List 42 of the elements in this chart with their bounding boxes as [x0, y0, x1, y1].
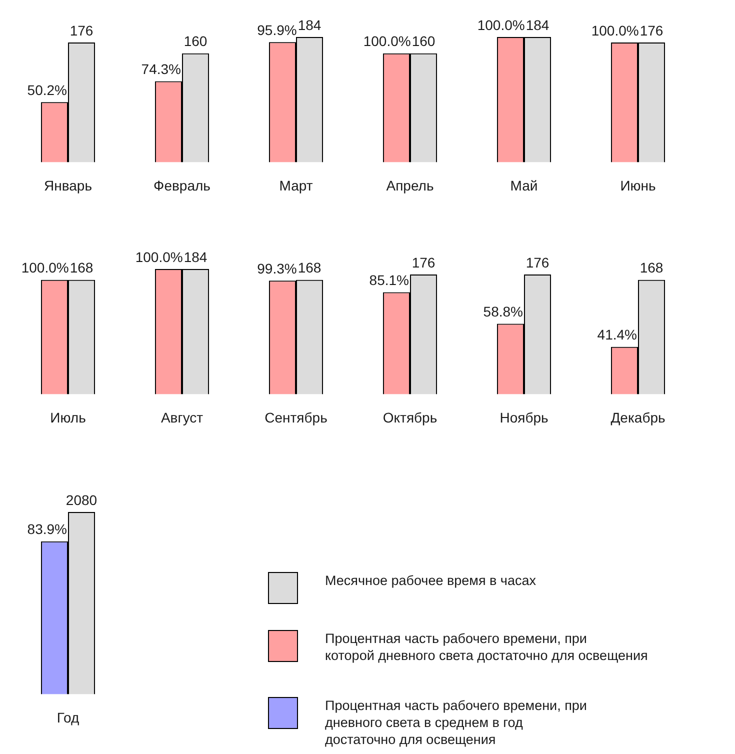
data-label: 100.0% [477, 16, 525, 33]
data-label: 58.8% [483, 304, 524, 320]
x-tick-label: Июль [50, 409, 86, 426]
x-tick-label: Январь [44, 177, 92, 194]
data-label: 176 [640, 22, 664, 38]
x-tick-label: Апрель [386, 177, 434, 194]
data-label: 168 [298, 260, 322, 276]
legend-label: Процентная часть рабочего времени, при дневного света в среднем в год достаточно для освещения [325, 697, 587, 748]
data-label: 50.2% [27, 82, 68, 98]
x-tick-label: Май [510, 177, 538, 194]
legend-label: Процентная часть рабочего времени, при которой дневного света достаточно для освещения [325, 630, 648, 664]
data-label: 168 [640, 260, 664, 276]
x-tick-label: Февраль [154, 177, 210, 194]
x-tick-label: Июнь [620, 177, 656, 194]
x-tick-label: Год [56, 709, 80, 726]
data-label: 160 [412, 33, 436, 50]
x-tick-label: Декабрь [610, 409, 666, 426]
data-label: 2080 [66, 492, 98, 508]
data-label: 100.0% [591, 22, 639, 38]
data-label: 184 [526, 16, 550, 33]
data-label: 100.0% [135, 248, 183, 265]
data-label: 100.0% [21, 260, 69, 276]
data-label: 41.4% [597, 326, 638, 343]
x-tick-label: Ноябрь [500, 409, 548, 426]
data-label: 176 [70, 22, 94, 38]
data-label: 184 [298, 16, 322, 33]
data-label: 83.9% [27, 521, 68, 538]
x-tick-label: Март [279, 177, 314, 194]
data-label: 100.0% [363, 33, 411, 50]
data-label: 160 [184, 33, 208, 50]
data-label: 176 [526, 254, 550, 270]
data-label: 184 [184, 248, 208, 265]
legend-label: Месячное рабочее время в часах [325, 572, 536, 590]
data-label: 99.3% [257, 260, 297, 277]
data-label: 168 [70, 260, 94, 276]
data-label: 176 [412, 254, 436, 270]
x-tick-label: Август [160, 409, 204, 426]
data-label: 85.1% [369, 272, 410, 288]
data-label: 95.9% [257, 22, 297, 38]
data-label: 74.3% [141, 61, 182, 78]
x-tick-label: Сентябрь [264, 409, 328, 426]
x-tick-label: Октябрь [382, 409, 438, 426]
